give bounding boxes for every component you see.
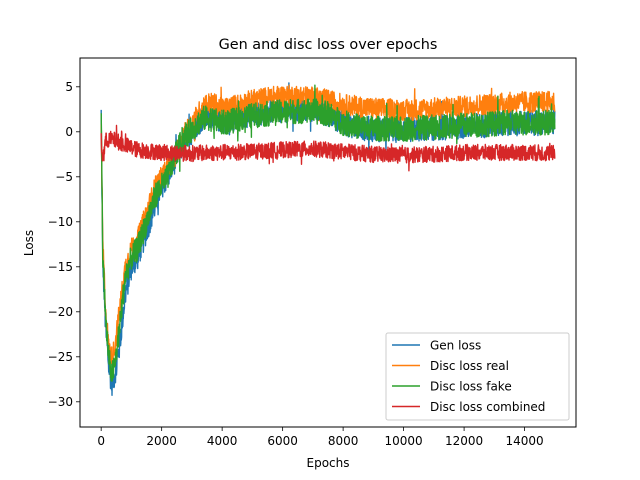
- legend-label: Disc loss real: [430, 359, 509, 373]
- series-line: [100, 124, 556, 172]
- x-tick-label: 0: [97, 434, 105, 448]
- y-tick-label: 0: [65, 125, 73, 139]
- axes-frame: [79, 57, 577, 428]
- x-axis-label: Epochs: [307, 456, 350, 470]
- x-tick-label: 10000: [385, 434, 423, 448]
- y-axis-label: Loss: [22, 230, 36, 256]
- y-tick-label: 5: [65, 80, 73, 94]
- legend: Gen loss Disc loss real Disc loss fake Disc…: [385, 332, 570, 421]
- y-axis-ticks: 5 0 −5 −10 −15 −20 −25 −30: [48, 80, 80, 409]
- x-tick-label: 12000: [445, 434, 483, 448]
- y-tick-label: −10: [48, 215, 73, 229]
- y-tick-label: −30: [48, 395, 73, 409]
- plot-area: [100, 82, 556, 396]
- chart-title: Gen and disc loss over epochs: [219, 37, 438, 53]
- legend-label: Disc loss combined: [430, 400, 545, 414]
- y-tick-label: −25: [48, 350, 73, 364]
- y-tick-label: −20: [48, 305, 73, 319]
- x-tick-label: 6000: [267, 434, 298, 448]
- legend-box: [385, 332, 570, 421]
- x-tick-label: 2000: [146, 434, 177, 448]
- x-tick-label: 4000: [207, 434, 238, 448]
- y-tick-label: −15: [48, 260, 73, 274]
- y-tick-label: −5: [55, 170, 73, 184]
- x-axis-ticks: 0 2000 4000 6000 8000 10000 12000 14000: [97, 427, 544, 448]
- legend-label: Gen loss: [430, 339, 481, 353]
- x-tick-label: 14000: [505, 434, 543, 448]
- legend-label: Disc loss fake: [430, 380, 512, 394]
- x-tick-label: 8000: [328, 434, 359, 448]
